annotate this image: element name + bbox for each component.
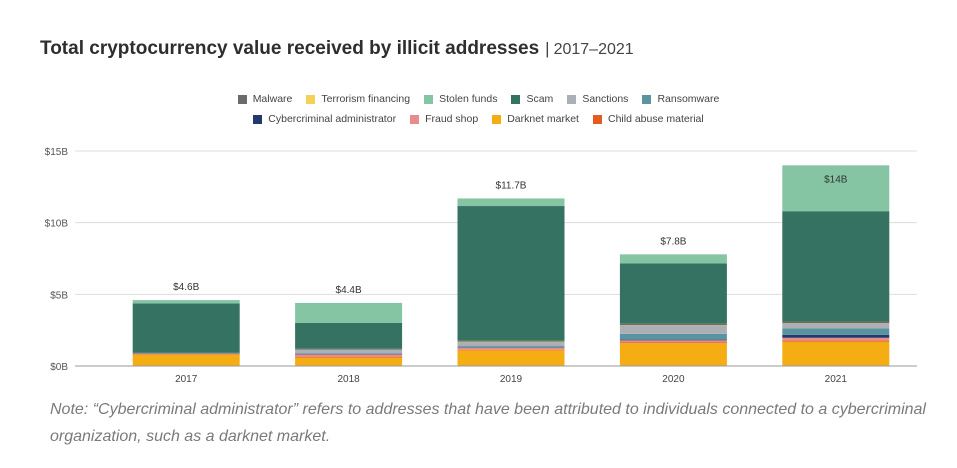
bar-segment-cybercriminal-administrator: [782, 334, 890, 338]
bar-segment-darknet-market: [619, 343, 727, 366]
legend-swatch: [642, 94, 652, 104]
bar-segment-fraud-shop: [457, 347, 565, 350]
legend-item-child-abuse-material: Child abuse material: [592, 113, 704, 125]
chart-title: Total cryptocurrency value received by i…: [40, 38, 540, 59]
y-tick-label: $15B: [45, 147, 69, 158]
legend-item-cybercriminal-administrator: Cybercriminal administrator: [253, 113, 396, 125]
bar-total-label: $7.8B: [660, 236, 686, 247]
bar-segment-darknet-market: [295, 357, 403, 366]
legend-item-ransomware: Ransomware: [642, 93, 719, 105]
legend-swatch: [410, 114, 420, 124]
bar-total-label: $4.6B: [173, 282, 199, 293]
legend-swatch: [567, 94, 577, 104]
legend-label: Malware: [252, 93, 293, 105]
legend-swatch: [592, 114, 602, 124]
bar-segment-ransomware: [619, 333, 727, 340]
chart-title-row: Total cryptocurrency value received by i…: [40, 38, 634, 60]
bar-segment-fraud-shop: [782, 337, 890, 341]
bar-segment-cybercriminal-administrator: [619, 339, 727, 341]
bar-segment-scam: [782, 211, 890, 322]
bar-segment-stolen-funds: [132, 300, 240, 304]
bar-segment-child-abuse-material: [295, 356, 403, 358]
legend-swatch: [306, 94, 316, 104]
bar-segment-sanctions: [457, 341, 565, 347]
bar-segment-malware: [782, 321, 890, 324]
bar-segment-cybercriminal-administrator: [457, 347, 565, 348]
legend-label: Sanctions: [582, 93, 629, 105]
legend-swatch: [492, 114, 502, 124]
bar-segment-sanctions: [295, 349, 403, 354]
bar-segment-darknet-market: [132, 354, 240, 366]
bar-segment-ransomware: [295, 353, 403, 354]
bar-segment-fraud-shop: [132, 353, 240, 355]
legend-item-terrorism-financing: Terrorism financing: [306, 93, 410, 105]
legend-item-scam: Scam: [511, 93, 553, 105]
legend-row-2: Cybercriminal administrator Fraud shop D…: [0, 109, 957, 129]
bar-segment-terrorism-financing: [619, 325, 727, 326]
legend-swatch: [511, 94, 521, 104]
legend-swatch: [253, 114, 263, 124]
bar-segment-scam: [295, 323, 403, 349]
bar-segment-scam: [132, 303, 240, 353]
bar-segment-stolen-funds: [295, 302, 403, 323]
x-tick-label: 2018: [337, 374, 360, 385]
bar-segment-terrorism-financing: [457, 341, 565, 343]
x-tick-label: 2020: [662, 374, 685, 385]
bar-segment-scam: [457, 206, 565, 341]
legend-label: Stolen funds: [439, 93, 498, 105]
x-tick-label: 2017: [175, 374, 198, 385]
bar-segment-stolen-funds: [619, 254, 727, 264]
bar-segment-ransomware: [457, 346, 565, 348]
bar-segment-malware: [132, 352, 240, 354]
legend: Malware Terrorism financing Stolen funds…: [0, 89, 957, 129]
legend-swatch: [424, 94, 434, 104]
legend-item-darknet-market: Darknet market: [492, 113, 579, 125]
bar-segment-malware: [619, 323, 727, 326]
legend-item-sanctions: Sanctions: [567, 93, 628, 105]
legend-label: Child abuse material: [607, 113, 704, 125]
bar-total-label: $4.4B: [336, 285, 362, 296]
bar-segment-darknet-market: [782, 341, 890, 366]
bar-segment-stolen-funds: [457, 198, 565, 207]
legend-label: Terrorism financing: [321, 93, 411, 105]
bar-total-label: $11.7B: [496, 180, 527, 191]
bar-segment-malware: [295, 348, 403, 350]
y-tick-label: $0B: [50, 362, 68, 373]
bar-segment-sanctions: [619, 325, 727, 334]
bar-segment-darknet-market: [457, 350, 565, 366]
y-tick-label: $5B: [50, 290, 68, 301]
legend-item-malware: Malware: [237, 93, 293, 105]
y-tick-label: $10B: [45, 219, 69, 230]
x-tick-label: 2019: [500, 374, 523, 385]
bar-segment-sanctions: [132, 353, 240, 354]
legend-label: Scam: [526, 93, 554, 105]
bar-segment-cybercriminal-administrator: [295, 353, 403, 355]
bar-segment-child-abuse-material: [782, 340, 890, 342]
legend-label: Fraud shop: [425, 113, 479, 125]
x-tick-label: 2021: [825, 374, 848, 385]
legend-label: Cybercriminal administrator: [268, 113, 397, 125]
chart-subtitle: 2017–2021: [553, 41, 634, 58]
legend-label: Darknet market: [507, 113, 579, 125]
bar-segment-child-abuse-material: [132, 354, 240, 355]
bar-segment-child-abuse-material: [457, 349, 565, 351]
stacked-bar-chart: $0B $5B $10B $15B $4.6B 2017 $4.4B 2018 $11.7B 20…: [45, 147, 917, 385]
bar-segment-terrorism-financing: [782, 323, 890, 324]
chart-note: Note: “Cybercriminal administrator” refe…: [50, 401, 926, 445]
legend-row-1: Malware Terrorism financing Stolen funds…: [0, 89, 957, 109]
bar-segment-scam: [619, 263, 727, 324]
title-separator: |: [545, 39, 550, 58]
bar-total-label: $14B: [824, 174, 848, 185]
bar-segment-ransomware: [782, 328, 890, 335]
legend-swatch: [237, 94, 247, 104]
bar-segment-malware: [457, 340, 565, 342]
legend-item-fraud-shop: Fraud shop: [410, 113, 478, 125]
legend-label: Ransomware: [657, 93, 720, 105]
bar-segment-child-abuse-material: [619, 342, 727, 344]
bar-segment-stolen-funds: [782, 165, 890, 212]
legend-item-stolen-funds: Stolen funds: [424, 93, 497, 105]
bar-segment-sanctions: [782, 323, 890, 329]
bar-segment-fraud-shop: [295, 354, 403, 357]
bar-segment-fraud-shop: [619, 340, 727, 343]
